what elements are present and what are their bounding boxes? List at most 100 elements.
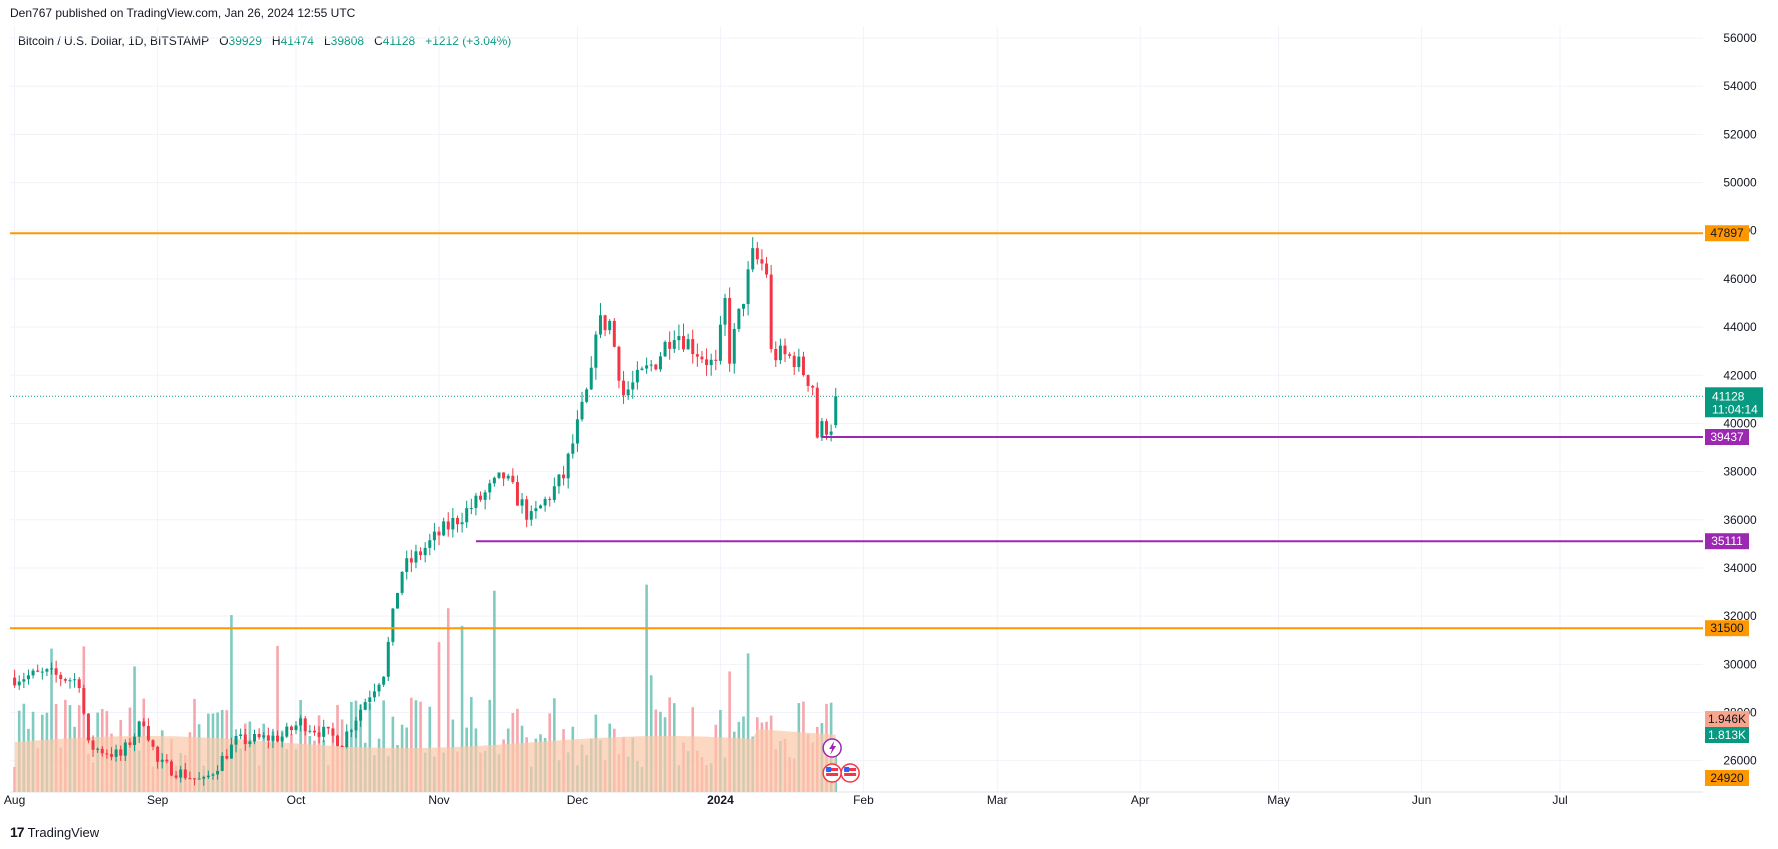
candle — [368, 690, 372, 711]
candle — [137, 720, 141, 744]
candle-body — [718, 324, 722, 361]
candle-body — [289, 726, 293, 731]
candle-body — [423, 547, 427, 556]
candle — [686, 333, 690, 350]
candle — [36, 664, 40, 673]
candle-body — [668, 341, 672, 349]
footer-brand: 17 TradingView — [10, 824, 99, 840]
candle-body — [146, 725, 150, 741]
candle-body — [345, 731, 349, 747]
low-value: 39808 — [330, 34, 365, 48]
candle — [580, 391, 584, 422]
price-tick-label: 32000 — [1723, 609, 1757, 623]
candle — [700, 350, 704, 364]
candle-body — [359, 709, 363, 721]
candle-body — [128, 742, 132, 745]
candle — [598, 303, 602, 339]
candle — [801, 351, 805, 377]
candle — [262, 732, 266, 739]
volume-bar — [419, 701, 422, 792]
lightning-icon-glyph — [829, 741, 837, 755]
candle-body — [640, 368, 644, 370]
candle — [391, 607, 395, 646]
price-tick-label: 54000 — [1723, 79, 1757, 93]
candle — [682, 323, 686, 352]
candle — [603, 314, 607, 337]
candle — [520, 493, 524, 514]
volume-bar — [446, 608, 450, 792]
candle-body — [252, 733, 256, 742]
candle-body — [654, 364, 658, 370]
candle-body — [248, 741, 252, 745]
level-tag-bg — [1705, 225, 1749, 242]
last-price-countdown: 11:04:14 — [1712, 402, 1758, 416]
candle-body — [723, 297, 727, 325]
candle-body — [751, 248, 755, 270]
candle — [414, 544, 418, 569]
high-value: 41474 — [280, 34, 314, 48]
candle — [197, 771, 201, 780]
candle-body — [626, 389, 630, 396]
price-tick-label: 46000 — [1723, 272, 1757, 286]
candle — [349, 728, 353, 738]
candle — [243, 728, 247, 751]
time-tick-label: Nov — [428, 793, 449, 807]
candle-body — [686, 339, 690, 350]
candle — [151, 739, 155, 751]
candle-body — [455, 517, 459, 525]
candle-body — [594, 334, 598, 368]
candle — [31, 668, 35, 679]
candle — [543, 496, 547, 512]
candle — [156, 745, 160, 769]
candle-body — [308, 730, 312, 732]
candle-body — [77, 679, 81, 689]
candle-body — [598, 315, 602, 335]
tradingview-logo-icon: 17 — [10, 824, 25, 840]
candle-body — [700, 356, 704, 360]
candle — [312, 725, 316, 736]
price-tick-label: 56000 — [1723, 31, 1757, 45]
candle-body — [109, 754, 113, 757]
candle-body — [276, 735, 280, 742]
candle — [423, 542, 427, 563]
candle — [331, 722, 335, 743]
candle-body — [197, 778, 201, 780]
candle — [174, 770, 178, 780]
candle — [276, 730, 280, 743]
candle-body — [792, 355, 796, 368]
candle-body — [349, 730, 353, 732]
volume-bar — [437, 642, 441, 792]
candle-body — [68, 680, 72, 682]
candle — [280, 732, 284, 748]
candle-body — [312, 730, 316, 733]
candle-body — [336, 735, 340, 746]
candle-body — [737, 308, 741, 329]
price-tick-label: 26000 — [1723, 754, 1757, 768]
volume-buy-tag: 1.813K — [1705, 727, 1749, 743]
price-tick-label: 38000 — [1723, 465, 1757, 479]
time-tick-label: Oct — [287, 793, 306, 807]
candle-body — [395, 592, 399, 609]
candle — [612, 318, 616, 348]
candle — [677, 324, 681, 351]
candle — [649, 359, 653, 372]
candle — [96, 747, 100, 753]
candle — [160, 753, 164, 769]
volume-bar — [82, 646, 86, 792]
candle-body — [617, 346, 621, 381]
candle — [432, 522, 436, 551]
candle — [40, 667, 44, 680]
candle-body — [548, 499, 552, 501]
candle-body — [169, 761, 173, 776]
candle — [405, 550, 409, 580]
high-label: H — [271, 34, 281, 48]
us-flag-event-icon — [840, 763, 860, 783]
candle — [788, 352, 792, 359]
candle-body — [285, 726, 289, 737]
candle — [834, 387, 838, 429]
candle-body — [483, 492, 487, 500]
price-tick-label: 36000 — [1723, 513, 1757, 527]
candle — [289, 725, 293, 736]
